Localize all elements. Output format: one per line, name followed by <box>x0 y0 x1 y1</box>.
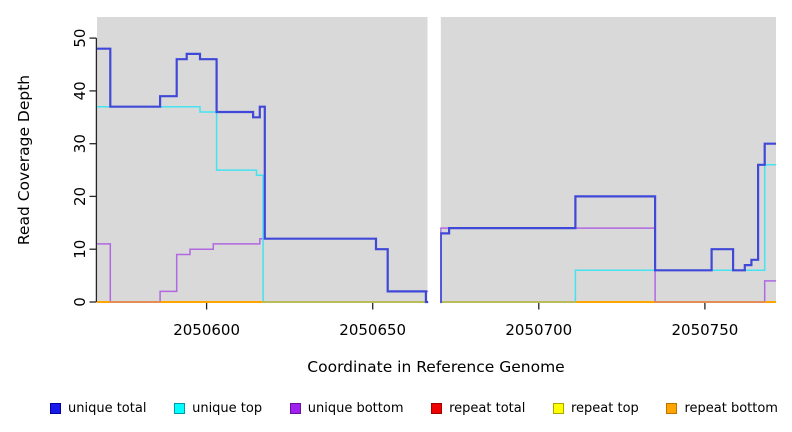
legend-swatch-icon <box>553 403 564 414</box>
y-tick-label: 40 <box>71 81 89 100</box>
legend-item-unique-top: unique top <box>174 401 262 416</box>
legend-item-repeat-total: repeat total <box>431 401 525 416</box>
legend-swatch-icon <box>289 403 301 414</box>
plot-layers: 0 10 20 30 40 50 2050600 2050650 2050700 2050750 <box>71 15 776 339</box>
x-tick-label: 2050600 <box>173 321 240 339</box>
x-axis-title: Coordinate in Reference Genome <box>307 358 564 376</box>
y-tick-label: 10 <box>71 240 89 259</box>
legend-label: unique top <box>192 401 263 416</box>
x-tick-label: 2050650 <box>339 321 406 339</box>
plot-panel-1 <box>97 17 428 302</box>
legend-label: repeat total <box>449 401 526 416</box>
series-line-unique-total <box>97 47 776 304</box>
legend-swatch-icon <box>666 403 678 414</box>
legend-label: repeat bottom <box>684 401 778 416</box>
legend-label: unique total <box>68 401 147 416</box>
y-tick-label: 0 <box>71 297 89 307</box>
legend-item-repeat-top: repeat top <box>553 401 639 416</box>
x-tick-label: 2050700 <box>505 321 572 339</box>
legend-swatch-icon <box>431 403 443 414</box>
legend-label: repeat top <box>571 401 639 416</box>
plot-panel-2 <box>440 17 776 302</box>
y-axis-title: Read Coverage Depth <box>15 75 33 245</box>
legend: unique total unique top unique bottom repea… <box>50 401 778 416</box>
legend-item-unique-total: unique total <box>50 401 146 416</box>
legend-label: unique bottom <box>307 401 404 416</box>
legend-item-unique-bottom: unique bottom <box>289 401 404 416</box>
x-tick-label: 2050750 <box>671 321 738 339</box>
y-tick-label: 50 <box>71 29 89 48</box>
legend-swatch-icon <box>174 403 186 414</box>
panel-gap-mask <box>428 15 441 304</box>
y-tick-label: 20 <box>71 187 89 206</box>
y-tick-label: 30 <box>71 134 89 153</box>
legend-swatch-icon <box>50 403 61 414</box>
legend-item-repeat-bottom: repeat bottom <box>666 401 778 416</box>
